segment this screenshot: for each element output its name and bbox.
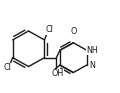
Text: Cl: Cl xyxy=(4,63,12,72)
Text: Cl: Cl xyxy=(45,25,53,34)
Text: OH: OH xyxy=(51,69,64,78)
Text: N: N xyxy=(90,61,96,70)
Text: O: O xyxy=(70,27,76,36)
Text: NH: NH xyxy=(87,46,99,55)
